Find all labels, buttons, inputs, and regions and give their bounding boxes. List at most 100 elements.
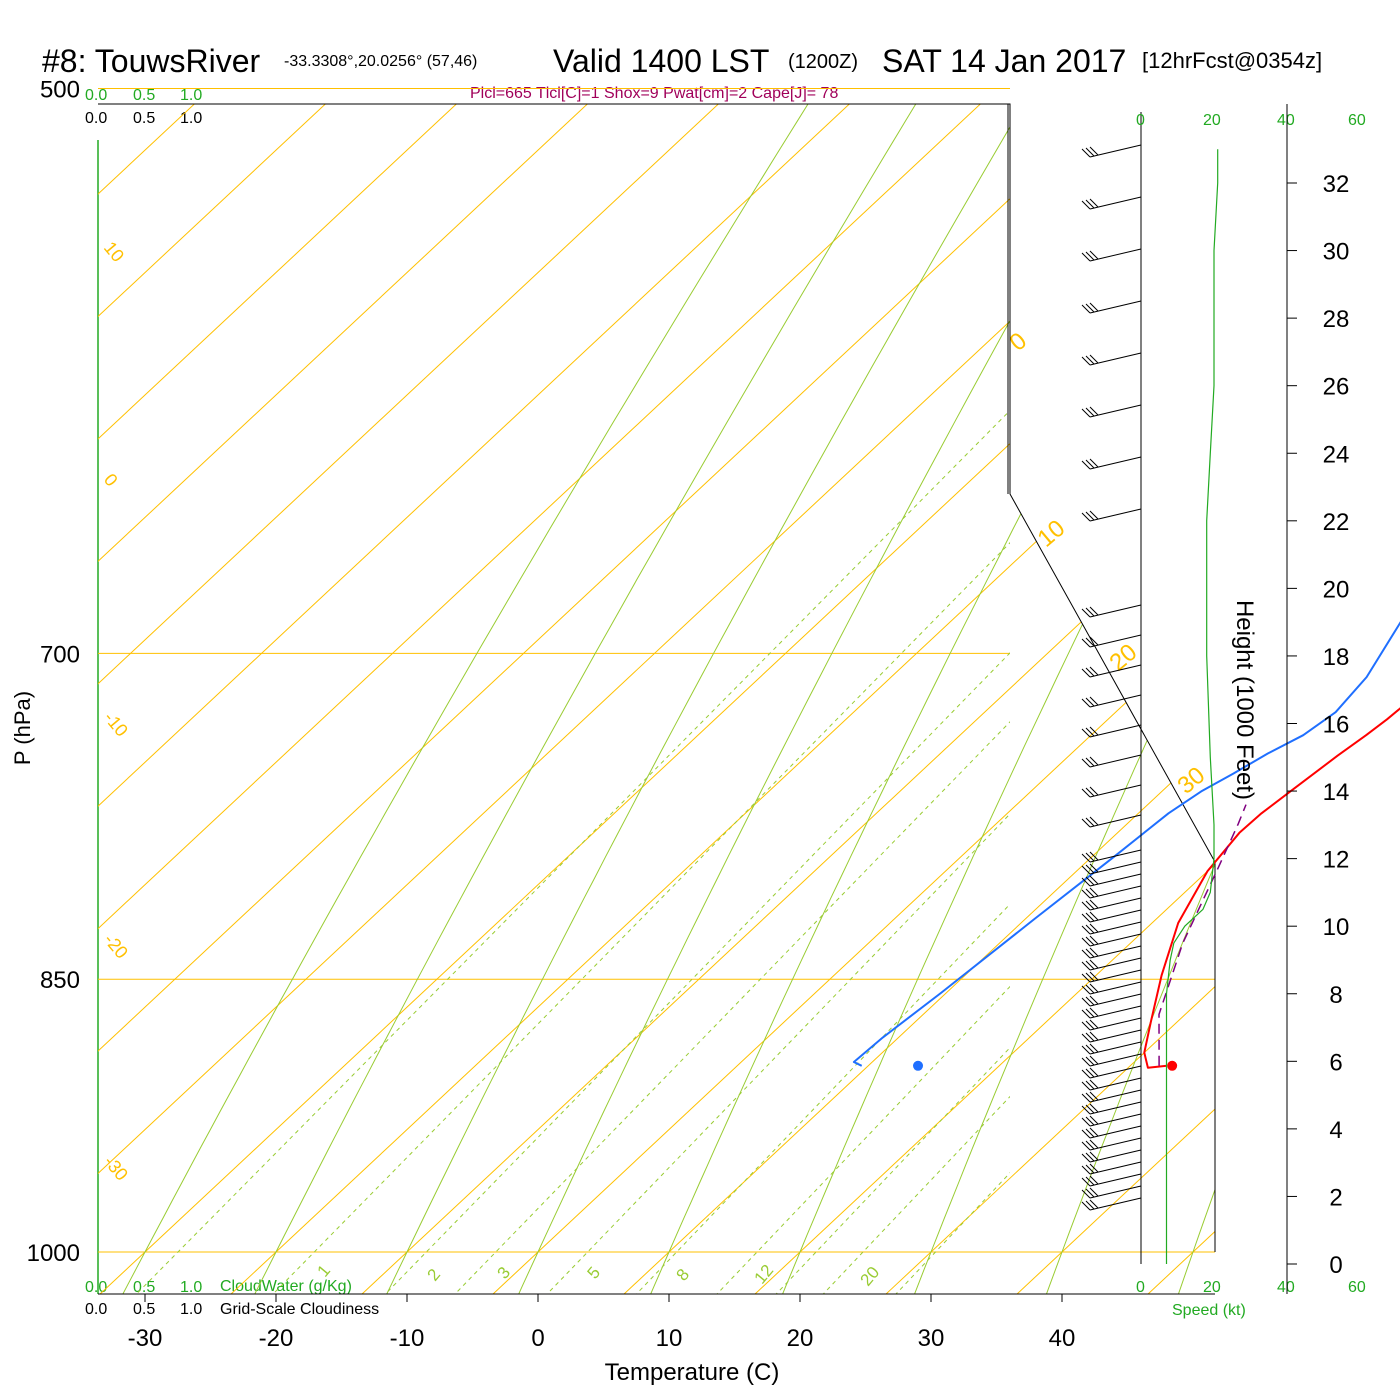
wind-barb-feather [1089,911,1099,921]
wind-barb-feather [1081,1057,1091,1067]
wind-barb-feather [1081,668,1091,678]
wind-barb-feather [1089,1175,1099,1185]
isotherm-label: -30 [100,1152,132,1185]
mixing-ratio-label: 5 [584,1263,605,1282]
wind-barb-feather [1081,638,1091,648]
wind-barb-feather [1081,853,1091,863]
wind-barb-feather [1085,303,1095,313]
wind-barb-feather [1081,818,1091,828]
height-tick-label: 24 [1323,441,1350,468]
wind-barb-feather [1085,1200,1095,1210]
dry-adiabats [98,104,1215,1294]
valid-date: SAT 14 Jan 2017 [882,43,1126,79]
cloudwater-label: CloudWater (g/Kg) [220,1278,352,1295]
pressure-tick-label: 500 [40,77,80,104]
speed-tick: 40 [1277,112,1295,129]
temperature-tick-label: -20 [259,1325,294,1352]
wind-barb-feather [1081,1045,1091,1055]
wind-barb-feather [1081,877,1091,887]
wind-barb-feather [1085,637,1095,647]
wind-barb-feather [1081,1165,1091,1175]
wind-barb-feather [1081,1153,1091,1163]
wind-barb-feather [1081,728,1091,738]
dry-adiabat-line [465,104,1215,1294]
wind-barb-staff [1089,814,1142,828]
wind-barb-staff [1089,885,1142,899]
wind-barb-staff [1089,784,1142,798]
mixing-ratio-line [454,721,1010,1294]
wind-barb-feather [1089,1187,1099,1197]
isotherm-line [890,104,1215,1294]
wind-barb-feather [1085,1032,1095,1042]
wind-barb-staff [1089,456,1142,470]
speed-scale-bottom: 0 20 40 60 Speed (kt) [1136,1279,1366,1319]
wind-barb-feather [1085,864,1095,874]
wind-speed-profile [1165,149,1219,1264]
dry-adiabat-line [734,104,1215,1294]
wind-barb-feather [1085,960,1095,970]
isobars [98,88,1215,1253]
wind-barb-feather [1081,1141,1091,1151]
wind-barb-feather [1081,148,1091,158]
wind-barb-feather [1085,1188,1095,1198]
mixing-ratio-lines [135,409,1010,1294]
wind-barb-staff [1089,969,1142,983]
wind-barb-feather [1089,606,1099,616]
wind-barb-feather [1081,356,1091,366]
isotherm-label: 0 [100,470,122,491]
scale-label: 0.5 [133,87,155,104]
scale-label: 0.0 [85,1279,107,1296]
isotherm-label: 30 [1173,762,1211,800]
height-tick-label: 14 [1323,779,1350,806]
wind-barb-feather [1089,696,1099,706]
speed-tick: 60 [1348,112,1366,129]
wind-barb-feather [1081,460,1091,470]
wind-barb-staff [1089,664,1142,678]
isotherm-line [1152,104,1215,1294]
pressure-tick-label: 700 [40,641,80,668]
mixing-ratio-label: 12 [751,1261,778,1288]
wind-barb-feather [1085,1164,1095,1174]
wind-barb-staff [1089,1089,1142,1103]
wind-barb-feather [1081,252,1091,262]
wind-barb-feather [1089,1031,1099,1041]
wind-barb-feather [1085,948,1095,958]
wind-barb-feather [1089,816,1099,826]
scale-label: 1.0 [180,87,202,104]
wind-barb-feather [1085,888,1095,898]
wind-barb-feather [1089,1163,1099,1173]
isotherm-line [366,104,1215,1294]
wind-barb-feather [1089,354,1099,364]
wind-barbs [1081,144,1142,1211]
wind-barb-feather [1081,865,1091,875]
wind-barb-feather [1089,666,1099,676]
wind-barb-feather [1081,200,1091,210]
wind-barb-feather [1085,607,1095,617]
series-dewpoint-line [852,621,1400,1067]
wind-barb-staff [1089,1173,1142,1187]
temperature-tick-label: 10 [656,1325,683,1352]
wind-barb-feather [1085,1104,1095,1114]
mixing-ratio-label: 8 [673,1265,694,1284]
wind-barb-feather [1089,899,1099,909]
wind-barb-feather [1081,304,1091,314]
wind-barb-feather [1085,1068,1095,1078]
wind-barb-feather [1089,1067,1099,1077]
wind-barb-feather [1089,959,1099,969]
wind-barb-feather [1085,972,1095,982]
isotherm-label: 20 [1105,639,1143,677]
wind-barb-feather [1081,937,1091,947]
wind-barb-staff [1089,897,1142,911]
wind-barb-feather [1089,1103,1099,1113]
wind-barb-feather [1085,1152,1095,1162]
wind-barb-feather [1085,1008,1095,1018]
wind-barb-feather [1089,887,1099,897]
wind-barb-feather [1081,1021,1091,1031]
height-tick-label: 16 [1323,712,1350,739]
wind-barb-feather [1081,1009,1091,1019]
wind-barb-feather [1085,1056,1095,1066]
